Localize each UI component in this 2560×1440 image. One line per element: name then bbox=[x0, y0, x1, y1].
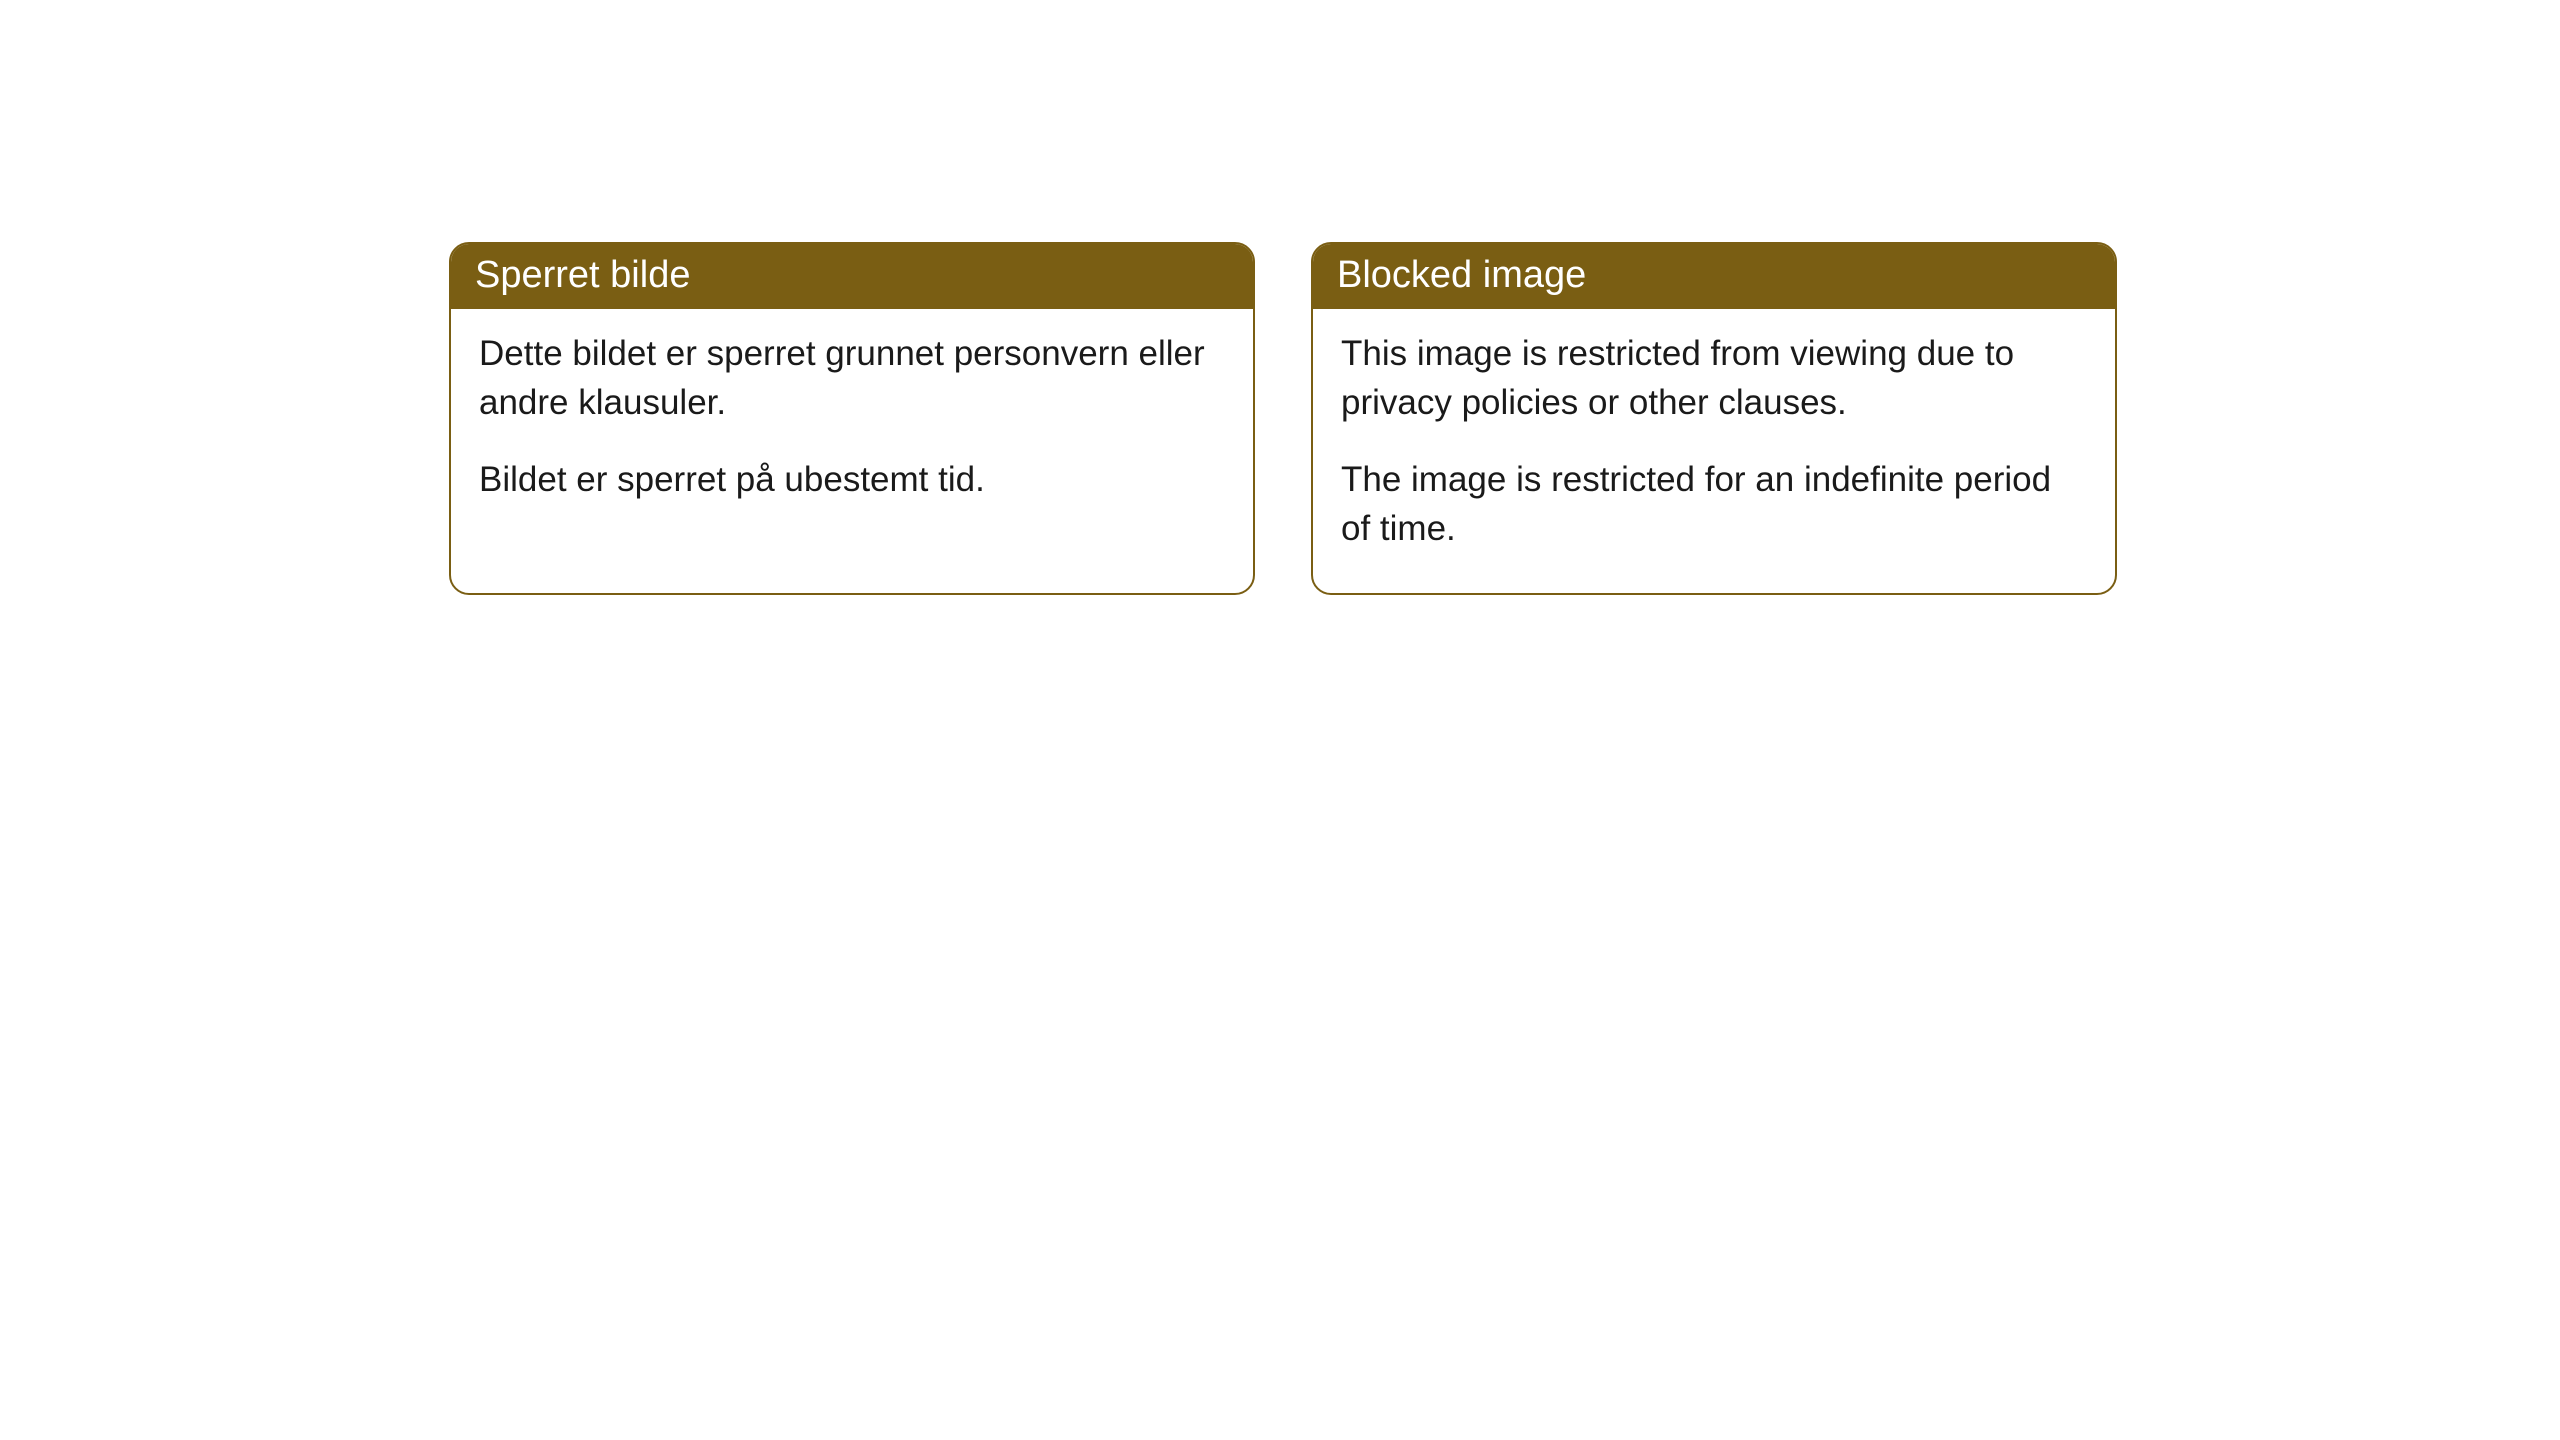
card-header: Blocked image bbox=[1313, 244, 2115, 309]
card-paragraph: This image is restricted from viewing du… bbox=[1341, 329, 2087, 427]
card-paragraph: Bildet er sperret på ubestemt tid. bbox=[479, 455, 1225, 504]
notice-card-english: Blocked image This image is restricted f… bbox=[1311, 242, 2117, 595]
card-body: Dette bildet er sperret grunnet personve… bbox=[451, 309, 1253, 544]
card-title: Blocked image bbox=[1337, 254, 1586, 296]
card-title: Sperret bilde bbox=[475, 254, 690, 296]
card-body: This image is restricted from viewing du… bbox=[1313, 309, 2115, 593]
card-paragraph: The image is restricted for an indefinit… bbox=[1341, 455, 2087, 553]
cards-container: Sperret bilde Dette bildet er sperret gr… bbox=[449, 242, 2117, 595]
card-paragraph: Dette bildet er sperret grunnet personve… bbox=[479, 329, 1225, 427]
card-header: Sperret bilde bbox=[451, 244, 1253, 309]
notice-card-norwegian: Sperret bilde Dette bildet er sperret gr… bbox=[449, 242, 1255, 595]
